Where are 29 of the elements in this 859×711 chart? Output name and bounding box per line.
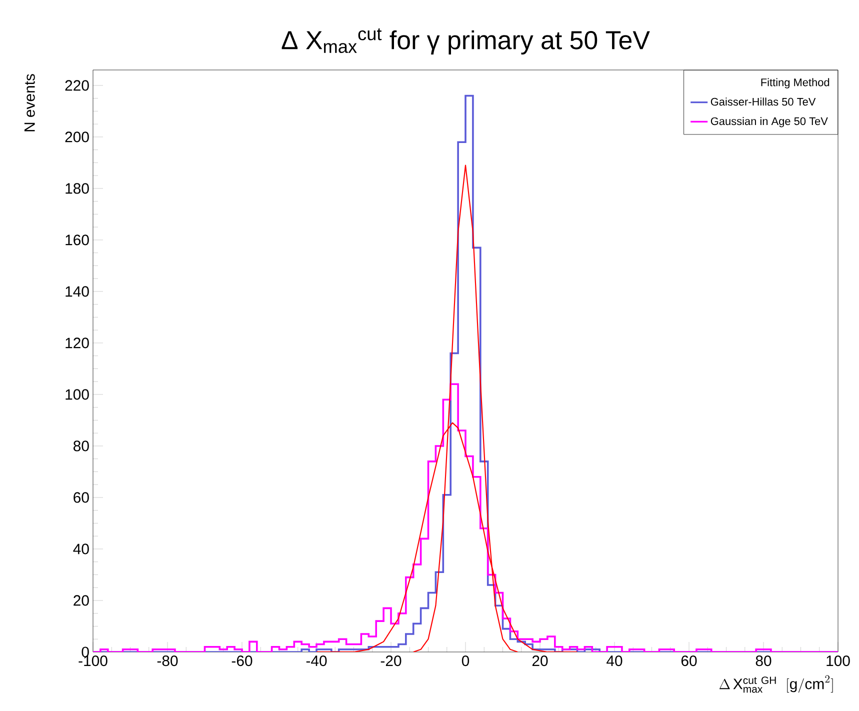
y-tick-label: 160	[66, 234, 89, 246]
y-tick-label: 200	[65, 132, 89, 142]
y-tick-label: 120	[66, 338, 89, 348]
x-tick-label: 20	[532, 656, 548, 666]
y-axis-title: N events	[24, 74, 35, 132]
y-tick-label: 60	[74, 492, 89, 503]
x-tick-label: 40	[606, 656, 622, 666]
y-tick-label: 80	[74, 440, 89, 452]
x-tick-label: 60	[681, 656, 697, 666]
y-tick-label: 20	[74, 595, 89, 606]
legend-label: Gaussian in Age 50 TeV	[710, 117, 828, 128]
y-tick-label: 180	[66, 183, 89, 194]
legend-label: Gaisser-Hillas 50 TeV	[710, 98, 816, 106]
x-tick-label: 100	[826, 656, 850, 666]
y-tick-label: 100	[66, 389, 89, 400]
x-tick-label: -100	[78, 656, 108, 666]
x-axis-title: $\Delta\,\mathrm{X}_{\mathrm{max}}^{\mathrm{cut\ GH}}\ \ [\mathrm{g/cm}^{2}]$	[719, 675, 833, 693]
legend-title: Fitting Method	[761, 78, 830, 88]
y-tick-label: 220	[65, 80, 89, 91]
y-tick-label: 0	[82, 646, 89, 658]
x-tick-label: -80	[157, 656, 178, 666]
x-tick-label: -20	[380, 656, 402, 666]
x-tick-label: 80	[756, 656, 772, 666]
x-tick-label: 0	[462, 656, 470, 666]
y-tick-label: 140	[66, 286, 89, 297]
x-tick-label: -60	[232, 656, 252, 666]
y-tick-label: 40	[73, 544, 89, 554]
chart-title: Δ X$_{max}$$^{cut}$ for γ primary at 50 TeV	[282, 28, 650, 54]
x-tick-label: -40	[306, 656, 327, 666]
